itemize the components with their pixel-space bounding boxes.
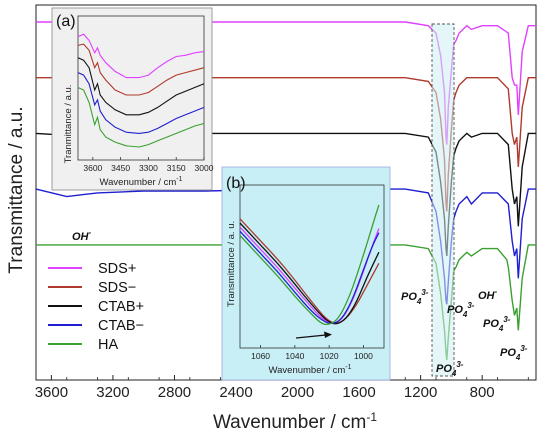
inset-a-line-ha: [77, 86, 205, 148]
svg-text:PO43-: PO43-: [500, 344, 528, 362]
inset-b-x-tick-label-1000: 1000: [354, 351, 373, 361]
inset-a-x-tick-label-3450: 3450: [111, 163, 130, 173]
inset-b-x-tick-label-1060: 1060: [251, 351, 270, 361]
main-x-tick-label-2400: 2400: [219, 384, 252, 401]
inset-b-y-title: Transmittance / a. u.: [226, 221, 237, 307]
svg-text:PO43-: PO43-: [447, 301, 475, 319]
inset-a-plot-frame: [77, 15, 205, 161]
inset-a-x-tick-label-3300: 3300: [139, 163, 158, 173]
po4-highlight-box: [431, 23, 455, 377]
legend-label-ha: HA: [98, 337, 118, 353]
inset-a: 3600 3450 3300 3150 3000 (a) Wavenumber / cm…: [51, 7, 214, 191]
inset-a-line-ctab-plus: [77, 57, 205, 116]
main-x-tick-label-3600: 3600: [35, 384, 68, 401]
main-x-tick-label-2000: 2000: [281, 384, 314, 401]
inset-b: 1060 1040 1020 1000 (b) Wavenumber / cm-1 T…: [221, 166, 391, 381]
inset-b-line-sds-minus: [239, 218, 380, 324]
inset-b-x-ticks: 1060 1040 1020 1000: [251, 345, 373, 361]
inset-a-y-title: Tranmittance / a.u.: [63, 85, 74, 164]
inset-a-x-tick-label-3000: 3000: [195, 163, 214, 173]
main-y-axis-title: Transmittance / a.u.: [6, 106, 27, 273]
inset-a-x-tick-label-3150: 3150: [167, 163, 186, 173]
legend: SDS+ SDS− CTAB+ CTAB− HA: [48, 261, 144, 353]
inset-b-x-tick-label-1040: 1040: [285, 351, 304, 361]
annotation-oh-left: OH-: [72, 228, 92, 243]
legend-label-ctab-minus: CTAB−: [98, 318, 144, 334]
legend-label-ctab-plus: CTAB+: [98, 299, 144, 315]
main-x-tick-label-3200: 3200: [96, 384, 129, 401]
main-x-tick-label-1600: 1600: [342, 384, 375, 401]
main-x-axis-title: Wavenumber / cm-1: [213, 410, 377, 433]
inset-a-series-lines: [77, 33, 205, 148]
inset-b-label: (b): [226, 175, 246, 192]
inset-b-plot-frame: [239, 184, 385, 349]
svg-text:OH-: OH-: [478, 287, 498, 302]
main-x-tick-label-1200: 1200: [404, 384, 437, 401]
annotation-po4-b: PO43-: [447, 301, 475, 319]
annotation-po4-c: PO43-: [436, 360, 464, 378]
inset-b-line-ha: [239, 204, 380, 326]
inset-a-line-sds-plus: [77, 33, 205, 79]
inset-a-line-sds-minus: [77, 43, 205, 96]
svg-text:OH-: OH-: [72, 228, 92, 243]
main-x-tick-label-800: 800: [470, 384, 495, 401]
main-x-tick-label-2800: 2800: [158, 384, 191, 401]
inset-b-line-ctab-minus: [239, 230, 380, 325]
inset-a-x-title: Wavenumber / cm-1: [100, 176, 183, 188]
inset-b-series-lines: [239, 204, 380, 326]
svg-text:PO43-: PO43-: [436, 360, 464, 378]
inset-a-line-ctab-minus: [77, 72, 205, 134]
svg-text:PO43-: PO43-: [483, 315, 511, 333]
annotation-po4-e: PO43-: [500, 344, 528, 362]
inset-a-x-tick-label-3600: 3600: [83, 163, 102, 173]
inset-b-line-ctab-plus: [239, 222, 380, 325]
inset-a-label: (a): [56, 13, 76, 30]
annotation-po4-a: PO43-: [401, 288, 429, 306]
legend-label-sds-plus: SDS+: [98, 261, 136, 277]
inset-b-shift-arrow: [295, 331, 332, 339]
legend-label-sds-minus: SDS−: [98, 280, 136, 296]
svg-text:PO43-: PO43-: [401, 288, 429, 306]
annotation-po4-d: PO43-: [483, 315, 511, 333]
inset-a-x-ticks: 3600 3450 3300 3150 3000: [83, 157, 214, 173]
inset-b-x-title: Wavenumber / cm-1: [269, 364, 352, 376]
inset-b-x-tick-label-1020: 1020: [320, 351, 339, 361]
annotation-oh-right: OH-: [478, 287, 498, 302]
